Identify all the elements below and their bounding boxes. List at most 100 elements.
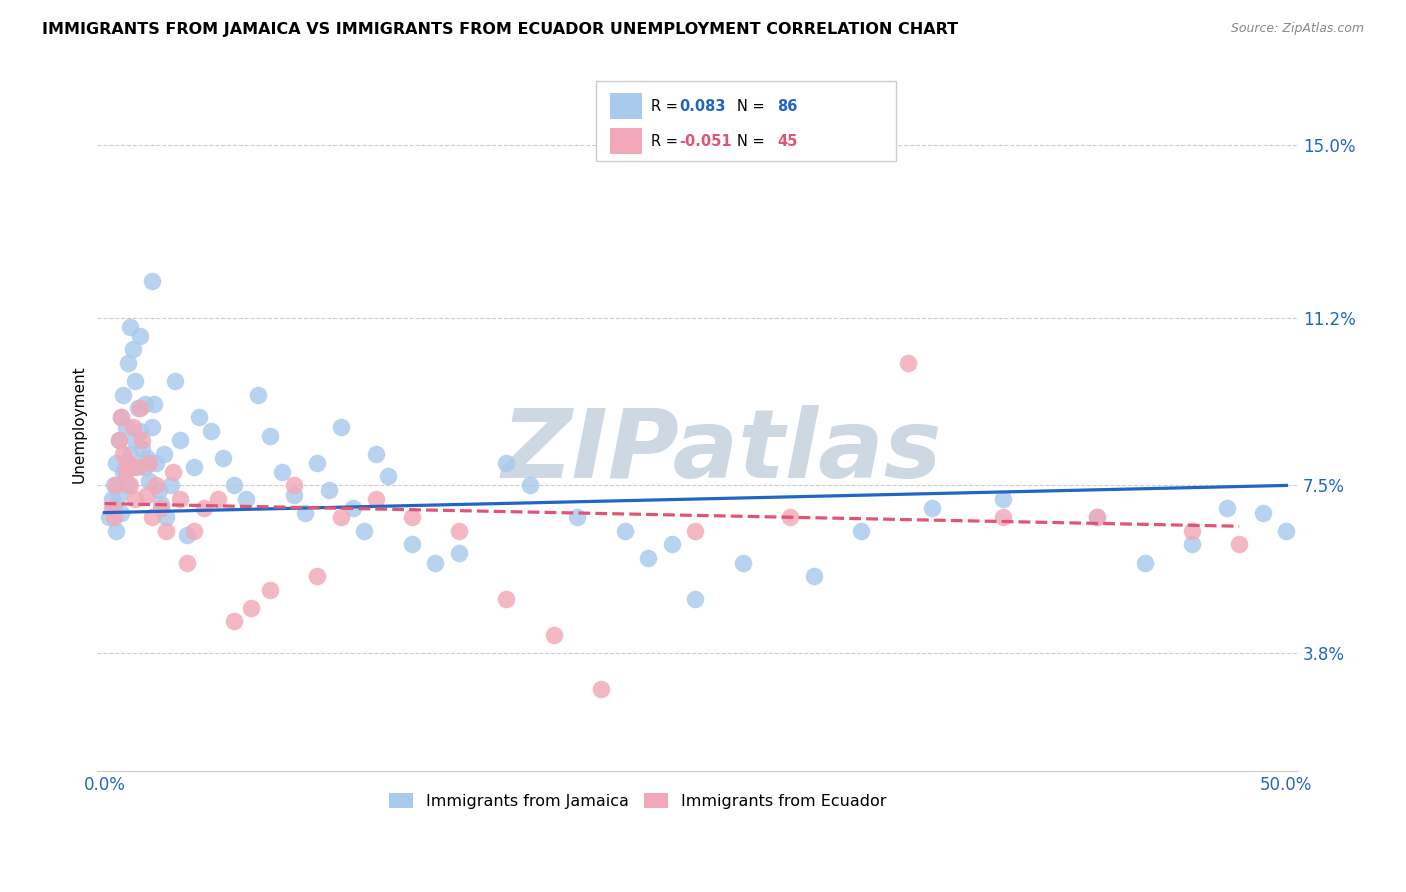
Point [131, 433, 153, 447]
FancyBboxPatch shape [596, 81, 896, 161]
Point [259, 582, 281, 597]
Point [188, 410, 211, 425]
Text: 45: 45 [778, 134, 799, 149]
Point [495, 456, 517, 470]
FancyBboxPatch shape [610, 128, 643, 154]
Point [207, 491, 229, 506]
Point [117, 456, 139, 470]
Text: R =: R = [651, 134, 682, 149]
Point [329, 419, 352, 434]
Point [120, 447, 142, 461]
Point [283, 478, 305, 492]
Point [143, 397, 166, 411]
Point [1346, 537, 1368, 551]
Point [259, 428, 281, 442]
Point [307, 569, 329, 583]
Point [103, 510, 125, 524]
Point [779, 510, 801, 524]
Text: 0.083: 0.083 [679, 99, 725, 113]
Point [121, 343, 143, 357]
Point [637, 551, 659, 566]
Y-axis label: Unemployment: Unemployment [72, 366, 86, 483]
Point [1369, 546, 1392, 560]
Point [103, 478, 125, 492]
Point [120, 478, 142, 492]
Point [519, 478, 541, 492]
Text: -0.051: -0.051 [679, 134, 733, 149]
Point [141, 419, 163, 434]
Point [240, 600, 263, 615]
Point [803, 569, 825, 583]
Point [193, 501, 215, 516]
Point [100, 501, 122, 516]
Point [1181, 537, 1204, 551]
Point [425, 556, 447, 570]
Point [921, 501, 943, 516]
Point [107, 433, 129, 447]
Point [1227, 537, 1250, 551]
Point [110, 410, 132, 425]
Point [110, 506, 132, 520]
Point [150, 501, 173, 516]
Point [134, 460, 156, 475]
Point [897, 356, 920, 370]
Point [136, 451, 159, 466]
Point [731, 556, 754, 570]
Point [141, 275, 163, 289]
Text: R =: R = [651, 99, 682, 113]
Point [145, 478, 167, 492]
Point [120, 319, 142, 334]
Point [685, 524, 707, 538]
Point [661, 537, 683, 551]
Point [235, 491, 257, 506]
Point [138, 456, 160, 470]
Point [152, 447, 174, 461]
Point [127, 460, 149, 475]
Point [270, 465, 292, 479]
Point [176, 528, 198, 542]
Point [112, 465, 135, 479]
Point [129, 401, 152, 416]
Point [1133, 556, 1156, 570]
Point [159, 478, 181, 492]
Point [169, 433, 191, 447]
Point [105, 478, 128, 492]
Point [121, 419, 143, 434]
Point [129, 328, 152, 343]
Point [366, 447, 388, 461]
Point [131, 442, 153, 457]
Point [117, 478, 139, 492]
Point [1323, 556, 1346, 570]
Point [401, 537, 423, 551]
Point [105, 456, 128, 470]
Point [1275, 524, 1298, 538]
Point [447, 546, 470, 560]
Point [567, 510, 589, 524]
Point [141, 510, 163, 524]
Point [155, 524, 177, 538]
Point [991, 510, 1014, 524]
Point [200, 424, 222, 438]
Point [112, 388, 135, 402]
Point [589, 682, 612, 697]
Point [991, 491, 1014, 506]
Point [114, 456, 136, 470]
Point [401, 510, 423, 524]
Point [127, 401, 149, 416]
Point [103, 501, 125, 516]
Point [447, 524, 470, 538]
Point [366, 491, 388, 506]
Point [183, 460, 205, 475]
Point [150, 497, 173, 511]
Point [318, 483, 340, 497]
Point [224, 478, 246, 492]
Point [224, 615, 246, 629]
Text: IMMIGRANTS FROM JAMAICA VS IMMIGRANTS FROM ECUADOR UNEMPLOYMENT CORRELATION CHAR: IMMIGRANTS FROM JAMAICA VS IMMIGRANTS FR… [42, 22, 959, 37]
Point [121, 460, 143, 475]
Point [613, 524, 636, 538]
Point [155, 510, 177, 524]
Point [124, 433, 146, 447]
Point [849, 524, 872, 538]
Point [138, 474, 160, 488]
Point [129, 424, 152, 438]
